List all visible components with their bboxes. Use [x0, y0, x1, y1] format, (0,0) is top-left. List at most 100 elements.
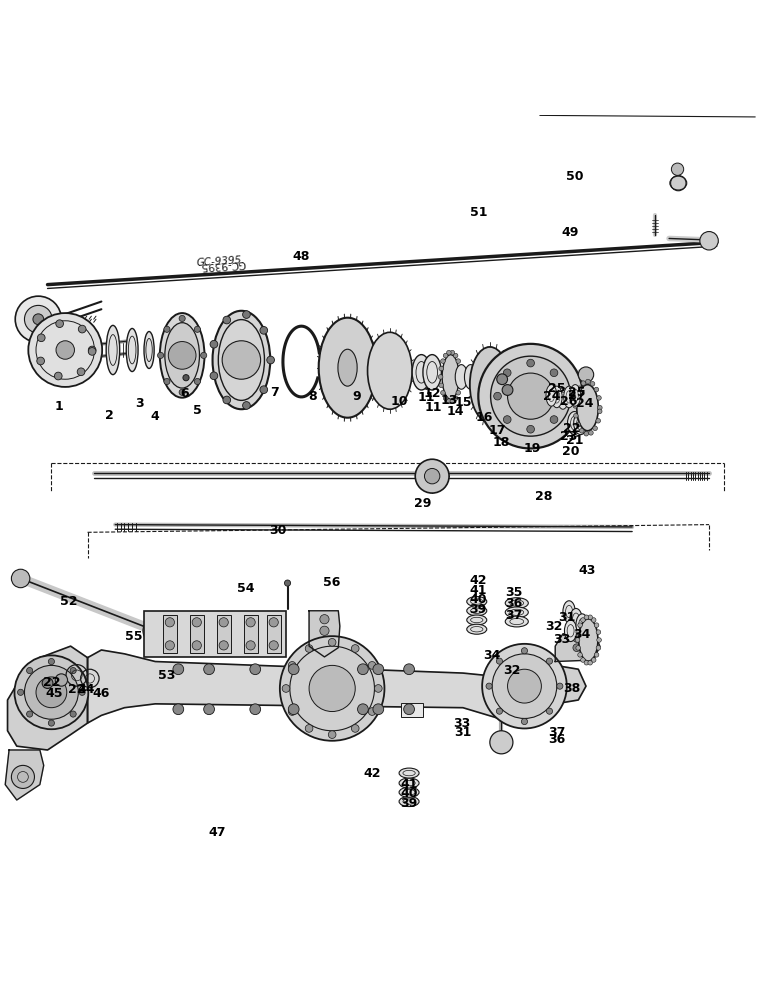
- Polygon shape: [5, 750, 44, 800]
- Circle shape: [49, 658, 55, 665]
- Circle shape: [165, 641, 174, 650]
- Circle shape: [527, 425, 534, 433]
- Circle shape: [12, 569, 30, 588]
- Circle shape: [671, 175, 686, 191]
- Circle shape: [250, 704, 261, 715]
- Circle shape: [493, 654, 557, 718]
- Ellipse shape: [574, 412, 587, 435]
- Text: 41: 41: [469, 584, 487, 597]
- Circle shape: [37, 357, 45, 365]
- Ellipse shape: [467, 597, 487, 607]
- Circle shape: [29, 313, 102, 387]
- Text: 18: 18: [493, 436, 510, 449]
- Text: 44: 44: [77, 683, 95, 696]
- Ellipse shape: [338, 349, 357, 386]
- Text: 28: 28: [535, 490, 553, 503]
- Ellipse shape: [505, 598, 528, 608]
- Bar: [217, 615, 231, 653]
- Circle shape: [173, 704, 184, 715]
- Circle shape: [456, 359, 461, 363]
- Ellipse shape: [467, 615, 487, 625]
- Circle shape: [260, 326, 268, 334]
- Ellipse shape: [570, 608, 582, 630]
- Circle shape: [157, 352, 164, 358]
- Circle shape: [700, 232, 718, 250]
- Circle shape: [594, 623, 599, 627]
- Bar: [144, 611, 286, 657]
- Circle shape: [581, 618, 585, 622]
- Text: 25: 25: [568, 386, 585, 399]
- Circle shape: [143, 618, 168, 643]
- Text: 24: 24: [576, 397, 593, 410]
- Circle shape: [246, 618, 256, 627]
- Circle shape: [404, 704, 415, 715]
- Circle shape: [246, 641, 256, 650]
- Ellipse shape: [399, 768, 419, 778]
- Circle shape: [594, 653, 599, 657]
- Circle shape: [450, 399, 455, 403]
- Circle shape: [70, 667, 76, 674]
- Circle shape: [596, 418, 601, 423]
- Circle shape: [56, 674, 67, 686]
- Circle shape: [279, 636, 384, 741]
- Text: 26: 26: [560, 395, 577, 408]
- Circle shape: [443, 396, 448, 401]
- Circle shape: [219, 618, 229, 627]
- Bar: [267, 615, 280, 653]
- Circle shape: [328, 731, 336, 738]
- Circle shape: [482, 644, 567, 728]
- Text: 14: 14: [446, 405, 464, 418]
- Circle shape: [576, 422, 581, 427]
- Text: 48: 48: [293, 250, 310, 263]
- Circle shape: [584, 615, 589, 620]
- Circle shape: [305, 725, 313, 732]
- Circle shape: [267, 356, 275, 364]
- Circle shape: [425, 468, 440, 484]
- Text: 16: 16: [476, 411, 493, 424]
- Circle shape: [15, 296, 62, 342]
- Circle shape: [288, 704, 299, 715]
- Circle shape: [368, 662, 376, 669]
- Text: 46: 46: [93, 687, 110, 700]
- Text: 22: 22: [564, 422, 581, 435]
- Circle shape: [179, 315, 185, 322]
- Circle shape: [210, 372, 218, 380]
- Text: 23: 23: [560, 430, 577, 443]
- Circle shape: [598, 409, 602, 414]
- Ellipse shape: [399, 787, 419, 797]
- Text: 30: 30: [269, 524, 287, 537]
- Circle shape: [597, 638, 601, 642]
- Circle shape: [284, 580, 290, 586]
- Text: 43: 43: [579, 564, 596, 577]
- Circle shape: [242, 311, 250, 318]
- Text: 13: 13: [440, 394, 458, 407]
- Circle shape: [576, 646, 581, 650]
- Circle shape: [56, 341, 74, 359]
- Text: 40: 40: [469, 593, 487, 606]
- Text: 1: 1: [55, 400, 63, 413]
- Circle shape: [320, 626, 329, 635]
- Circle shape: [586, 379, 591, 384]
- Ellipse shape: [551, 386, 562, 408]
- Circle shape: [496, 374, 507, 385]
- Text: 42: 42: [469, 574, 487, 587]
- Circle shape: [591, 381, 595, 386]
- Circle shape: [438, 375, 443, 379]
- Text: 8: 8: [309, 390, 317, 403]
- Circle shape: [550, 416, 558, 423]
- Circle shape: [441, 390, 445, 395]
- Circle shape: [288, 664, 299, 675]
- Circle shape: [37, 334, 45, 342]
- Bar: [401, 703, 423, 717]
- Circle shape: [195, 378, 201, 385]
- Text: 53: 53: [158, 669, 175, 682]
- Circle shape: [49, 720, 55, 726]
- Circle shape: [446, 350, 451, 355]
- Circle shape: [219, 641, 229, 650]
- Circle shape: [490, 731, 513, 754]
- Text: GC-9395.: GC-9395.: [196, 258, 245, 271]
- Text: 55: 55: [125, 630, 143, 643]
- Circle shape: [446, 399, 451, 403]
- Circle shape: [597, 396, 601, 400]
- Text: 40: 40: [401, 787, 418, 800]
